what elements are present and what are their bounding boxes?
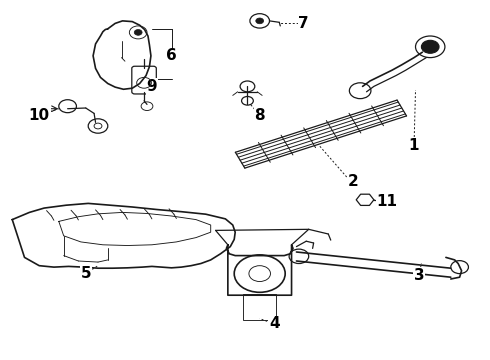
Circle shape (421, 40, 439, 53)
Text: 4: 4 (269, 316, 280, 332)
Text: 6: 6 (166, 48, 177, 63)
Circle shape (256, 18, 264, 24)
Text: 5: 5 (80, 266, 91, 281)
Circle shape (134, 30, 142, 35)
Text: 9: 9 (147, 79, 157, 94)
Text: 11: 11 (377, 194, 397, 209)
Text: 7: 7 (298, 16, 309, 31)
FancyBboxPatch shape (132, 66, 156, 94)
Text: 2: 2 (347, 174, 358, 189)
FancyBboxPatch shape (243, 294, 276, 320)
Text: 3: 3 (414, 268, 424, 283)
Text: 10: 10 (28, 108, 50, 123)
Text: 1: 1 (409, 138, 419, 153)
Text: 8: 8 (254, 108, 265, 123)
